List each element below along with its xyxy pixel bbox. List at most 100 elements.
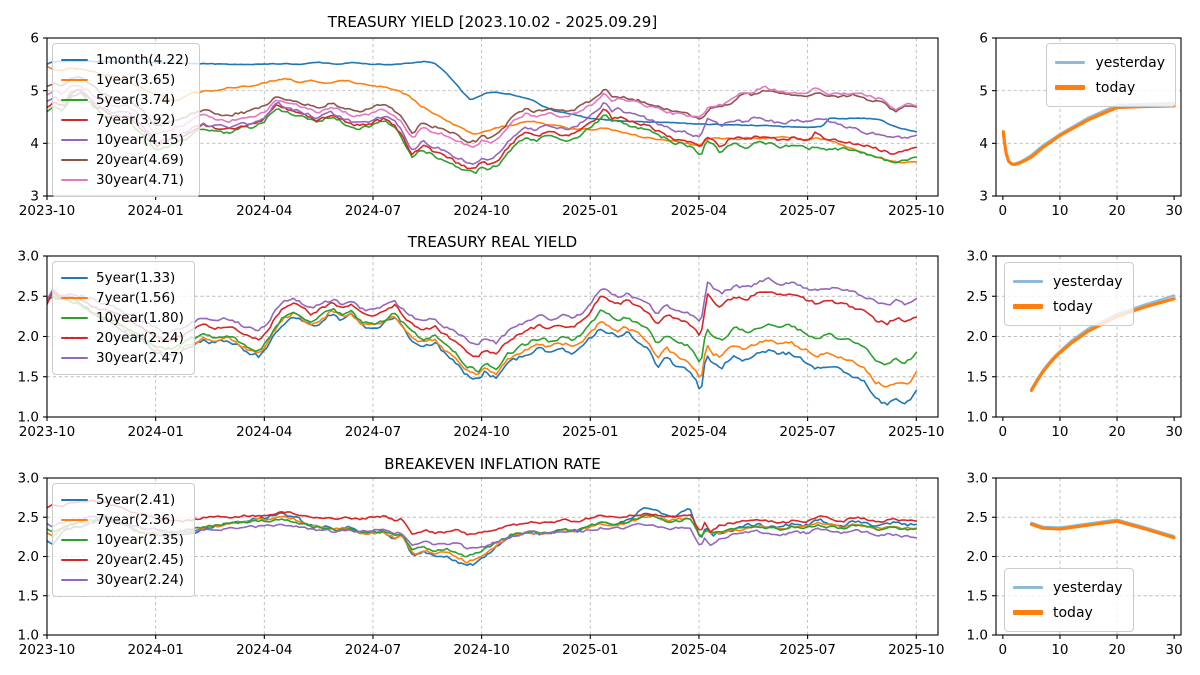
x-tick-label: 0 — [999, 642, 1008, 658]
legend-label: 20year(2.24) — [96, 330, 184, 346]
x-tick-label: 30 — [1166, 424, 1183, 440]
y-tick-label: 2.0 — [18, 549, 39, 565]
x-tick-label: 2024-01 — [127, 642, 183, 658]
y-tick-label: 2.5 — [18, 510, 39, 526]
x-tick-label: 2025-04 — [671, 203, 727, 219]
treasury-real-yield-title: TREASURY REAL YIELD — [407, 233, 578, 251]
legend-line-swatch — [61, 558, 88, 562]
legend-entry: 5year(3.74) — [61, 90, 189, 110]
legend-label: today — [1053, 298, 1093, 315]
legend-entry: 7year(3.92) — [61, 110, 189, 130]
x-tick-label: 0 — [999, 203, 1008, 219]
legend-line-swatch — [61, 98, 88, 102]
x-tick-label: 2024-07 — [345, 424, 401, 440]
breakeven-inflation-title: BREAKEVEN INFLATION RATE — [384, 455, 601, 473]
x-tick-label: 2024-01 — [127, 203, 183, 219]
y-tick-label: 2.5 — [967, 289, 988, 305]
x-tick-label: 2025-07 — [779, 203, 835, 219]
legend-line-swatch — [1013, 304, 1043, 309]
y-tick-label: 2.0 — [967, 549, 988, 565]
x-tick-label: 10 — [1051, 203, 1068, 219]
x-tick-label: 2024-10 — [453, 642, 509, 658]
legend-line-swatch — [61, 336, 88, 340]
legend-label: 30year(4.71) — [96, 172, 184, 188]
legend-entry: 10year(2.35) — [61, 530, 184, 550]
y-tick-label: 2.5 — [967, 510, 988, 526]
legend-line-swatch — [61, 578, 88, 582]
legend-entry: 20year(2.45) — [61, 550, 184, 570]
legend-entry: today — [1013, 600, 1123, 625]
x-tick-label: 2023-10 — [19, 424, 75, 440]
x-tick-label: 2024-04 — [236, 203, 292, 219]
legend-line-swatch — [61, 538, 88, 542]
legend-line-swatch — [61, 58, 88, 62]
legend-entry: 30year(4.71) — [61, 170, 189, 190]
x-tick-label: 30 — [1166, 642, 1183, 658]
legend-entry: yesterday — [1055, 50, 1165, 75]
legend-entry: 5year(2.41) — [61, 490, 184, 510]
x-tick-label: 2024-07 — [345, 203, 401, 219]
y-tick-label: 3.0 — [18, 471, 39, 487]
series-today — [1001, 104, 1176, 166]
legend-label: 5year(3.74) — [96, 92, 176, 108]
legend-entry: today — [1055, 75, 1165, 100]
legend-label: 20year(4.69) — [96, 152, 184, 168]
y-tick-label: 3 — [30, 189, 39, 205]
legend-entry: 20year(4.69) — [61, 150, 189, 170]
plot-border — [46, 37, 939, 197]
real-yield-curve-plot: 0 10 20 30 1.0 1.5 2.0 2.5 3.0 — [967, 249, 1183, 440]
legend-line-swatch — [61, 276, 88, 280]
x-tick-label: 2024-10 — [453, 203, 509, 219]
legend-line-swatch — [1013, 279, 1043, 284]
legend-entry: 20year(2.24) — [61, 328, 184, 348]
yield-curve-legend: yesterday today — [1046, 43, 1176, 107]
x-tick-label: 10 — [1051, 424, 1068, 440]
x-tick-label: 2024-04 — [236, 642, 292, 658]
y-tick-label: 2.0 — [967, 329, 988, 345]
x-tick-label: 2023-10 — [19, 203, 75, 219]
legend-entry: 5year(1.33) — [61, 268, 184, 288]
legend-label: 10year(1.80) — [96, 310, 184, 326]
x-tick-label: 30 — [1166, 203, 1183, 219]
legend-label: 1month(4.22) — [96, 52, 189, 68]
legend-line-swatch — [61, 518, 88, 522]
legend-label: today — [1095, 79, 1136, 96]
legend-label: yesterday — [1053, 579, 1123, 596]
legend-label: 5year(1.33) — [96, 270, 176, 286]
legend-line-swatch — [61, 158, 88, 162]
treasury-yield-legend: 1month(4.22) 1year(3.65) 5year(3.74) 7year(… — [52, 43, 200, 197]
legend-line-swatch — [1055, 85, 1086, 90]
legend-line-swatch — [61, 316, 88, 320]
legend-label: 20year(2.45) — [96, 552, 184, 568]
legend-label: yesterday — [1053, 273, 1123, 290]
y-tick-label: 1.0 — [18, 410, 39, 426]
y-tick-label: 3 — [979, 189, 988, 205]
x-tick-label: 2024-01 — [127, 424, 183, 440]
legend-line-swatch — [61, 356, 88, 360]
x-tick-label: 10 — [1051, 642, 1068, 658]
legend-entry: 30year(2.24) — [61, 570, 184, 590]
x-tick-label: 2025-07 — [779, 642, 835, 658]
legend-line-swatch — [61, 498, 88, 502]
legend-entry: 30year(2.47) — [61, 348, 184, 368]
x-tick-label: 2025-01 — [562, 642, 618, 658]
legend-line-swatch — [61, 78, 88, 82]
yield-curve-plot: 0 10 20 30 3 4 5 6 — [979, 31, 1182, 219]
y-tick-label: 5 — [30, 83, 39, 99]
legend-label: 7year(1.56) — [96, 290, 176, 306]
legend-line-swatch — [61, 178, 88, 182]
y-tick-label: 2.0 — [18, 329, 39, 345]
y-tick-label: 1.0 — [967, 628, 988, 644]
legend-line-swatch — [61, 118, 88, 122]
y-tick-label: 1.5 — [967, 588, 988, 604]
y-tick-label: 1.5 — [18, 588, 39, 604]
legend-label: 1year(3.65) — [96, 72, 176, 88]
x-tick-label: 20 — [1108, 424, 1125, 440]
x-tick-label: 2024-04 — [236, 424, 292, 440]
legend-entry: yesterday — [1013, 269, 1123, 294]
y-tick-label: 5 — [979, 83, 988, 99]
y-tick-label: 3.0 — [967, 471, 988, 487]
legend-line-swatch — [1013, 610, 1043, 615]
real-yield-curve-legend: yesterday today — [1004, 262, 1134, 326]
legend-entry: 10year(4.15) — [61, 130, 189, 150]
